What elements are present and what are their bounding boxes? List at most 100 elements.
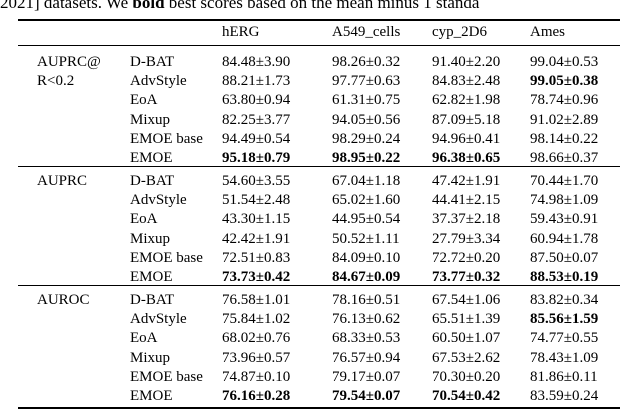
- method-name: EMOE base: [130, 368, 203, 385]
- method-name: Mixup: [130, 349, 171, 366]
- table-cell: 54.60±3.55: [222, 173, 291, 189]
- table-cell: 83.59±0.24: [530, 388, 599, 404]
- metric-label: AUROC: [37, 292, 90, 308]
- bottom-rule: [18, 407, 620, 409]
- table-cell: 42.42±1.91: [222, 230, 291, 247]
- table-cell: 94.05±0.56: [332, 111, 401, 128]
- table-cell: 65.51±1.39: [432, 311, 501, 328]
- table-cell: 84.09±0.10: [332, 249, 401, 266]
- method-name: EMOE: [130, 269, 173, 285]
- caption-suffix: best scores based on the mean minus 1 st…: [164, 0, 480, 12]
- table-cell: 82.25±3.77: [222, 111, 291, 128]
- table-cell: 74.98±1.09: [530, 192, 599, 209]
- table-cell: 83.82±0.34: [530, 292, 599, 308]
- table-cell: 91.02±2.89: [530, 111, 599, 128]
- table-cell: 68.33±0.53: [332, 330, 401, 347]
- table-cell: 84.67±0.09: [332, 269, 401, 285]
- table-cell: 44.95±0.54: [332, 211, 401, 228]
- table-cell: 85.56±1.59: [530, 311, 599, 328]
- table-cell: 63.80±0.94: [222, 92, 291, 109]
- table-cell: 99.05±0.38: [530, 73, 599, 90]
- table-cell: 61.31±0.75: [332, 92, 401, 109]
- metric-label: AUPRC: [37, 173, 88, 189]
- method-name: EMOE: [130, 150, 173, 166]
- table-cell: 68.02±0.76: [222, 330, 291, 347]
- table-cell: 59.43±0.91: [530, 211, 599, 228]
- table-cell: 76.58±1.01: [222, 292, 291, 308]
- table-cell: 76.16±0.28: [222, 388, 291, 404]
- table-cell: 98.66±0.37: [530, 150, 599, 166]
- table-cell: 81.86±0.11: [530, 368, 598, 385]
- method-name: Mixup: [130, 111, 171, 128]
- method-name: AdvStyle: [130, 73, 187, 90]
- table-cell: 75.84±1.02: [222, 311, 291, 328]
- table-cell: 44.41±2.15: [432, 192, 501, 209]
- table-cell: 78.43±1.09: [530, 349, 599, 366]
- table-cell: 50.52±1.11: [332, 230, 400, 247]
- method-name: D-BAT: [130, 173, 175, 189]
- table-caption: 2021] datasets. We bold best scores base…: [0, 0, 640, 13]
- method-name: D-BAT: [130, 292, 175, 308]
- table-cell: 67.54±1.06: [432, 292, 501, 308]
- table-cell: 70.54±0.42: [432, 388, 501, 404]
- group-rule: [18, 166, 620, 167]
- table-cell: 78.74±0.96: [530, 92, 599, 109]
- table-cell: 60.50±1.07: [432, 330, 501, 347]
- method-name: Mixup: [130, 230, 171, 247]
- table-cell: 47.42±1.91: [432, 173, 501, 189]
- table-cell: 73.77±0.32: [432, 269, 501, 285]
- table-cell: 94.49±0.54: [222, 130, 291, 147]
- column-header: A549_cells: [332, 24, 401, 40]
- table-cell: 94.96±0.41: [432, 130, 501, 147]
- table-cell: 70.44±1.70: [530, 173, 599, 189]
- table-cell: 91.40±2.20: [432, 54, 501, 70]
- table-cell: 87.50±0.07: [530, 249, 599, 266]
- table-cell: 95.18±0.79: [222, 150, 291, 166]
- table-cell: 60.94±1.78: [530, 230, 599, 247]
- table-cell: 78.16±0.51: [332, 292, 401, 308]
- table-cell: 72.51±0.83: [222, 249, 291, 266]
- table-cell: 37.37±2.18: [432, 211, 501, 228]
- table-cell: 76.57±0.94: [332, 349, 401, 366]
- method-name: EMOE base: [130, 130, 203, 147]
- column-header: Ames: [530, 24, 565, 40]
- table-cell: 51.54±2.48: [222, 192, 291, 209]
- table-cell: 43.30±1.15: [222, 211, 291, 228]
- table-cell: 88.53±0.19: [530, 269, 599, 285]
- method-name: AdvStyle: [130, 311, 187, 328]
- metric-label: AUPRC@: [37, 54, 101, 70]
- table-cell: 74.87±0.10: [222, 368, 291, 385]
- table-cell: 79.17±0.07: [332, 368, 401, 385]
- table-cell: 62.82±1.98: [432, 92, 501, 109]
- method-name: AdvStyle: [130, 192, 187, 209]
- table-cell: 79.54±0.07: [332, 388, 401, 404]
- header-rule: [18, 45, 620, 46]
- table-cell: 67.53±2.62: [432, 349, 501, 366]
- table-cell: 67.04±1.18: [332, 173, 401, 189]
- method-name: EoA: [130, 211, 158, 228]
- table-cell: 97.77±0.63: [332, 73, 401, 90]
- table-cell: 73.96±0.57: [222, 349, 291, 366]
- group-rule: [18, 285, 620, 286]
- caption-prefix: 2021] datasets. We: [0, 0, 133, 12]
- method-name: EoA: [130, 92, 158, 109]
- top-rule: [18, 19, 620, 21]
- caption-bold-word: bold: [132, 0, 165, 12]
- table-cell: 72.72±0.20: [432, 249, 501, 266]
- table-cell: 98.14±0.22: [530, 130, 599, 147]
- table-cell: 65.02±1.60: [332, 192, 401, 209]
- table-cell: 98.29±0.24: [332, 130, 401, 147]
- method-name: EoA: [130, 330, 158, 347]
- table-cell: 88.21±1.73: [222, 73, 291, 90]
- column-header: cyp_2D6: [432, 24, 487, 40]
- column-header: hERG: [222, 24, 260, 40]
- table-cell: 87.09±5.18: [432, 111, 501, 128]
- table-cell: 73.73±0.42: [222, 269, 291, 285]
- table-cell: 98.26±0.32: [332, 54, 401, 70]
- table-cell: 99.04±0.53: [530, 54, 599, 70]
- method-name: D-BAT: [130, 54, 175, 70]
- table-cell: 76.13±0.62: [332, 311, 401, 328]
- table-cell: 84.48±3.90: [222, 54, 291, 70]
- table-cell: 98.95±0.22: [332, 150, 401, 166]
- table-cell: 27.79±3.34: [432, 230, 501, 247]
